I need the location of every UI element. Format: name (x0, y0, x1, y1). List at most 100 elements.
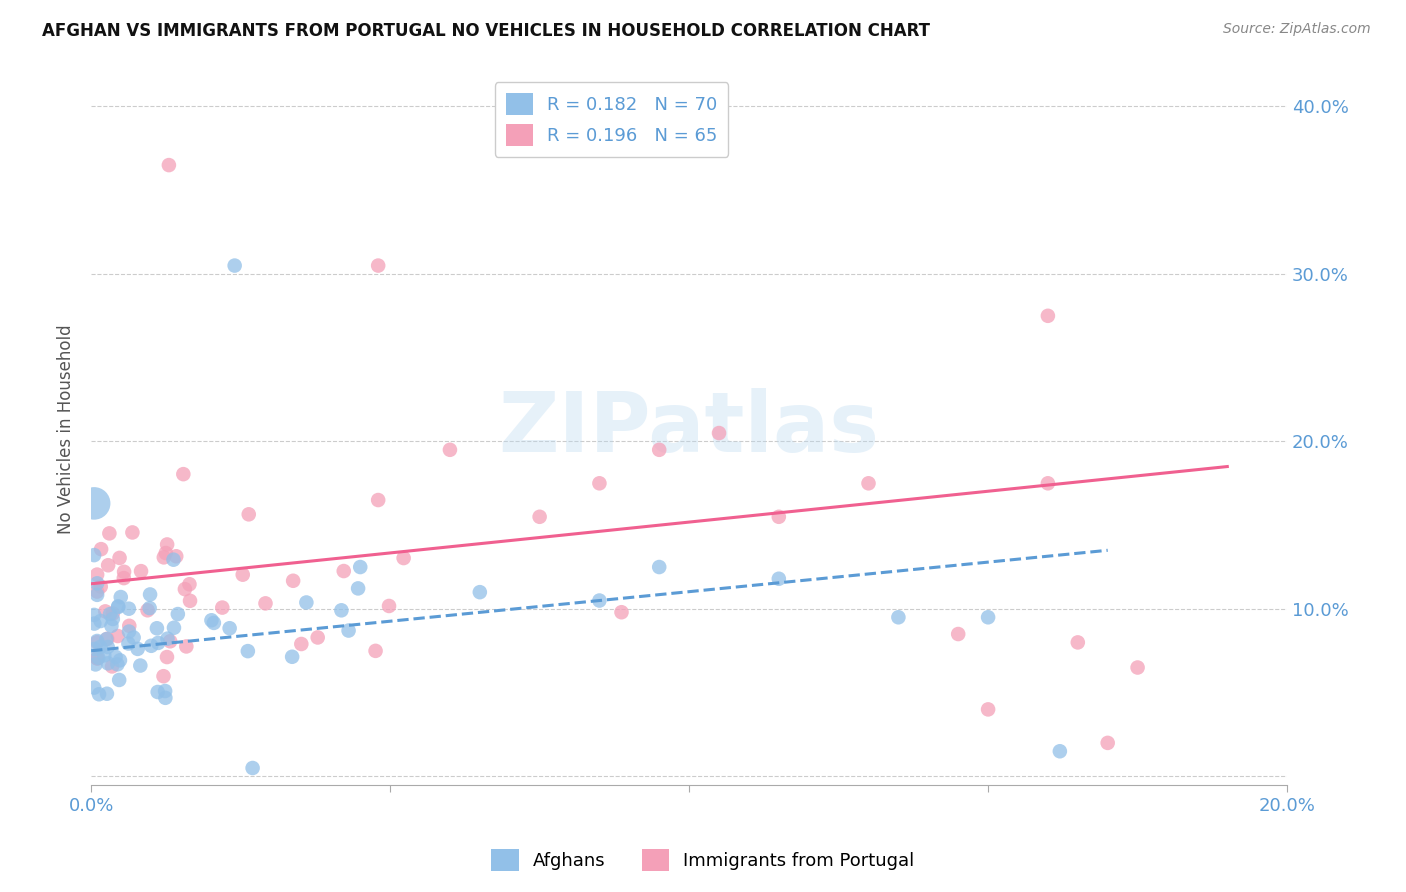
Point (108, 550, 131, 565)
Point (707, 425, 730, 440)
Point (159, 634, 181, 648)
Point (153, 684, 176, 698)
Point (89, 640, 111, 654)
Point (90, 542, 112, 557)
Point (200, 613, 222, 627)
Legend: Afghans, Immigrants from Portugal: Afghans, Immigrants from Portugal (484, 842, 922, 879)
Text: ZIPatlas: ZIPatlas (499, 388, 880, 469)
Point (129, 564, 152, 578)
Point (96, 632, 118, 647)
Point (242, 761, 264, 775)
Point (439, 442, 461, 457)
Point (236, 644, 259, 658)
Point (83, 548, 105, 562)
Point (155, 690, 177, 705)
Point (174, 582, 197, 596)
Point (107, 600, 129, 615)
Point (163, 621, 186, 635)
Point (97, 558, 120, 573)
Point (232, 567, 254, 582)
Point (166, 607, 188, 621)
Point (127, 641, 149, 656)
Point (107, 657, 129, 672)
Point (104, 649, 127, 664)
Point (96, 687, 118, 701)
Point (83, 616, 105, 631)
Point (1036, 309, 1059, 323)
Point (86, 584, 108, 599)
Point (162, 552, 184, 566)
Point (101, 607, 124, 621)
Point (90, 614, 112, 628)
Point (281, 574, 304, 588)
Point (84, 657, 107, 672)
Point (129, 658, 152, 673)
Point (378, 599, 401, 613)
Point (86, 567, 108, 582)
Point (254, 596, 277, 610)
Point (1126, 660, 1149, 674)
Point (98, 526, 121, 541)
Point (86, 576, 108, 591)
Point (108, 653, 131, 667)
Point (93, 648, 115, 663)
Point (858, 476, 880, 491)
Point (86, 651, 108, 665)
Point (118, 619, 141, 633)
Point (347, 582, 370, 596)
Point (146, 685, 169, 699)
Point (172, 467, 194, 482)
Point (87, 650, 110, 665)
Point (136, 603, 159, 617)
Point (101, 612, 124, 626)
Point (108, 673, 131, 687)
Point (768, 572, 790, 586)
Point (1036, 476, 1059, 491)
Point (94, 604, 117, 618)
Point (122, 631, 145, 645)
Point (96, 632, 118, 646)
Point (138, 601, 160, 615)
Point (948, 627, 970, 641)
Point (139, 587, 162, 601)
Point (610, 605, 633, 619)
Point (364, 644, 387, 658)
Point (100, 619, 122, 633)
Point (152, 669, 174, 683)
Point (648, 442, 671, 457)
Point (86, 588, 108, 602)
Point (977, 702, 1000, 716)
Point (588, 476, 610, 491)
Point (211, 600, 233, 615)
Point (87, 687, 110, 701)
Point (83, 607, 105, 622)
Point (202, 615, 225, 630)
Point (112, 565, 135, 579)
Point (86, 651, 108, 665)
Point (86, 635, 108, 649)
Point (367, 259, 389, 273)
Point (118, 624, 141, 639)
Point (146, 621, 169, 635)
Point (349, 560, 371, 574)
Point (1067, 635, 1090, 649)
Point (97, 640, 120, 654)
Point (238, 508, 260, 522)
Point (121, 525, 143, 540)
Point (155, 546, 177, 560)
Point (156, 650, 179, 665)
Point (112, 571, 135, 585)
Point (176, 640, 198, 654)
Point (1097, 736, 1119, 750)
Point (887, 610, 910, 624)
Point (295, 595, 318, 609)
Point (101, 659, 124, 673)
Point (110, 590, 132, 604)
Point (307, 631, 329, 645)
Point (153, 550, 176, 565)
Point (588, 593, 610, 607)
Point (367, 493, 389, 508)
Point (218, 621, 240, 635)
Point (97, 657, 120, 671)
Point (179, 577, 201, 591)
